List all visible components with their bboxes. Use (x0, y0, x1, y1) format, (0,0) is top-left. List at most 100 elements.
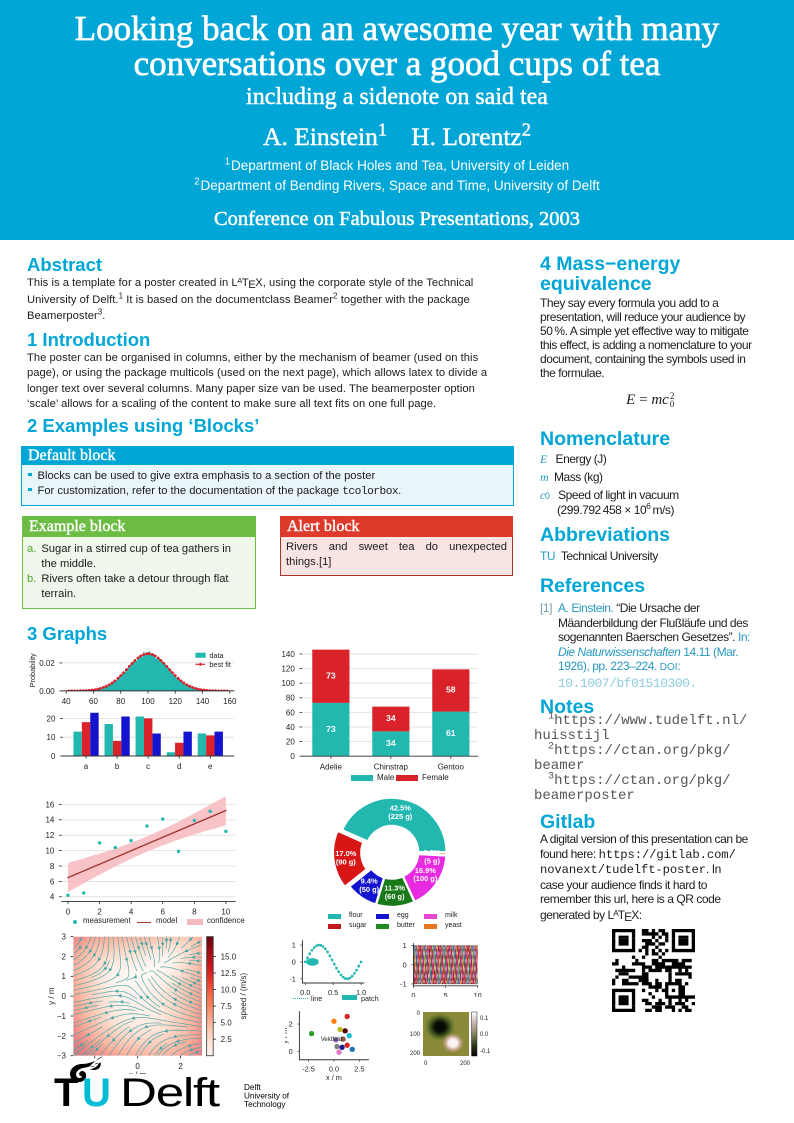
svg-text:60: 60 (89, 697, 98, 704)
svg-text:Probability: Probability (28, 653, 37, 688)
svg-text:7.5: 7.5 (221, 1002, 233, 1011)
svg-text:(90 g): (90 g) (336, 857, 356, 866)
svg-text:5: 5 (444, 991, 448, 998)
svg-text:140: 140 (281, 650, 295, 659)
svg-text:8: 8 (50, 862, 55, 871)
svg-text:34: 34 (386, 738, 396, 748)
svg-text:10: 10 (47, 733, 56, 742)
svg-text:2.5: 2.5 (221, 1035, 233, 1044)
svg-text:12.5: 12.5 (221, 969, 237, 978)
svg-text:d: d (177, 762, 181, 769)
svg-text:0: 0 (292, 958, 296, 967)
svg-text:b: b (115, 762, 120, 769)
svg-text:73: 73 (326, 724, 336, 734)
svg-text:34: 34 (386, 713, 396, 723)
svg-text:−2: −2 (57, 1032, 67, 1041)
svg-text:3: 3 (61, 933, 66, 942)
svg-text:9.4%: 9.4% (361, 877, 378, 886)
svg-text:0: 0 (290, 752, 295, 761)
svg-text:2: 2 (61, 952, 66, 961)
svg-text:Chinstrap: Chinstrap (374, 762, 409, 771)
svg-text:University of: University of (244, 1092, 290, 1101)
svg-text:140: 140 (196, 697, 210, 704)
svg-text:100: 100 (141, 697, 155, 704)
svg-text:y / m: y / m (285, 1028, 289, 1044)
svg-text:14: 14 (45, 816, 54, 825)
svg-text:−3: −3 (57, 1052, 67, 1061)
svg-text:Delft: Delft (120, 1069, 220, 1114)
svg-text:120: 120 (281, 665, 295, 674)
svg-text:80: 80 (116, 697, 125, 704)
svg-text:10: 10 (221, 908, 230, 917)
svg-text:20: 20 (47, 714, 56, 723)
svg-text:0.02: 0.02 (39, 659, 55, 668)
svg-text:42.5%: 42.5% (390, 803, 412, 812)
svg-text:0.00: 0.00 (39, 687, 55, 696)
svg-text:10.0: 10.0 (221, 985, 237, 994)
svg-text:16: 16 (45, 800, 54, 809)
svg-text:0: 0 (51, 752, 56, 761)
svg-text:Vektfeld: Vektfeld (321, 1037, 342, 1043)
svg-text:61: 61 (446, 728, 456, 738)
svg-text:-2.5: -2.5 (302, 1065, 315, 1074)
svg-text:0.0: 0.0 (480, 1032, 489, 1038)
svg-text:160: 160 (223, 697, 237, 704)
svg-text:e: e (208, 762, 213, 769)
svg-text:−2: −2 (90, 1062, 100, 1071)
svg-text:Technology: Technology (244, 1100, 286, 1109)
svg-text:2: 2 (178, 1062, 183, 1071)
svg-text:U: U (82, 1071, 110, 1115)
svg-text:0: 0 (417, 1011, 421, 1017)
svg-text:0.5: 0.5 (328, 988, 338, 997)
svg-text:6: 6 (160, 908, 165, 917)
svg-text:0.9%: 0.9% (424, 848, 441, 857)
svg-text:40: 40 (62, 697, 71, 704)
svg-text:0.0: 0.0 (329, 1065, 339, 1074)
svg-text:c: c (146, 762, 150, 769)
svg-text:(50 g): (50 g) (359, 885, 379, 894)
svg-text:x / m: x / m (129, 1071, 147, 1074)
svg-text:0: 0 (66, 908, 71, 917)
svg-text:best fit: best fit (209, 660, 231, 669)
svg-text:0.1: 0.1 (480, 1016, 489, 1022)
svg-text:0: 0 (289, 1047, 293, 1056)
svg-text:2: 2 (97, 908, 102, 917)
svg-text:6: 6 (50, 877, 55, 886)
svg-text:17.0%: 17.0% (335, 849, 357, 858)
svg-text:15.0: 15.0 (221, 952, 237, 961)
svg-text:0: 0 (403, 960, 407, 969)
svg-text:2: 2 (289, 1020, 293, 1029)
svg-text:0: 0 (135, 1062, 140, 1071)
svg-text:16.9%: 16.9% (415, 866, 437, 875)
svg-text:−1: −1 (57, 1012, 67, 1021)
svg-text:1: 1 (292, 941, 296, 950)
svg-text:y / m: y / m (47, 987, 56, 1005)
svg-text:4: 4 (129, 908, 134, 917)
svg-text:−1: −1 (400, 980, 407, 989)
svg-text:Delft: Delft (244, 1083, 262, 1092)
svg-text:a: a (84, 762, 89, 769)
svg-text:120: 120 (169, 697, 183, 704)
svg-text:20: 20 (286, 737, 295, 746)
svg-text:200: 200 (410, 1051, 421, 1057)
svg-text:0: 0 (61, 992, 66, 1001)
svg-text:speed / (m/s): speed / (m/s) (239, 973, 248, 1020)
svg-text:2.5: 2.5 (354, 1065, 364, 1074)
svg-text:T: T (54, 1071, 78, 1115)
svg-text:60: 60 (286, 708, 295, 717)
svg-text:58: 58 (446, 685, 456, 695)
svg-text:−1: −1 (290, 974, 296, 983)
svg-text:12: 12 (45, 831, 54, 840)
svg-text:0.0: 0.0 (300, 988, 310, 997)
svg-text:0: 0 (424, 1061, 428, 1067)
svg-text:x / m: x / m (326, 1073, 342, 1081)
svg-text:5.0: 5.0 (221, 1019, 233, 1028)
svg-text:40: 40 (286, 723, 295, 732)
svg-text:data: data (209, 651, 224, 660)
svg-text:1.0: 1.0 (356, 988, 366, 997)
svg-text:(60 g): (60 g) (385, 892, 405, 901)
svg-text:(100 g): (100 g) (413, 874, 438, 883)
svg-text:1: 1 (403, 941, 407, 950)
svg-text:8: 8 (192, 908, 197, 917)
svg-text:1: 1 (61, 972, 66, 981)
